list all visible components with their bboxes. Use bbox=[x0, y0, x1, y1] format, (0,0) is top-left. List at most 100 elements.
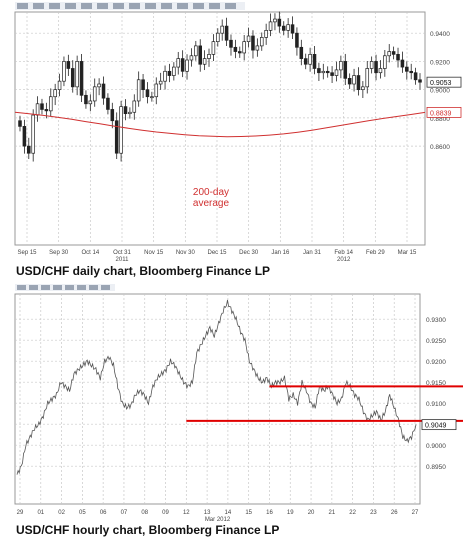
x-tick-label: 06 bbox=[100, 510, 107, 516]
candle-body bbox=[106, 97, 110, 110]
candle-body bbox=[308, 54, 312, 65]
candle-body bbox=[238, 51, 242, 54]
candle-body bbox=[374, 61, 378, 74]
candle-body bbox=[299, 46, 304, 59]
candle-body bbox=[31, 114, 35, 154]
candle-body bbox=[220, 25, 224, 34]
x-tick-label: Mar 15 bbox=[398, 250, 417, 256]
candle-body bbox=[207, 54, 211, 59]
y-tick-label: 0.9100 bbox=[426, 401, 446, 408]
candle-body bbox=[27, 145, 31, 154]
toolbar-icon bbox=[89, 285, 98, 290]
toolbar-icon bbox=[193, 3, 204, 9]
toolbar-icon bbox=[209, 3, 220, 9]
x-tick-label: 16 bbox=[266, 510, 273, 516]
last-price-label: 0.9053 bbox=[430, 80, 452, 87]
candle-body bbox=[286, 24, 290, 31]
toolbar-icon bbox=[113, 3, 124, 9]
toolbar-icon bbox=[161, 3, 172, 9]
candle-body bbox=[246, 35, 251, 43]
candle-body bbox=[273, 18, 277, 23]
x-year-label: 2012 bbox=[337, 257, 351, 262]
y-tick-label: 0.9300 bbox=[426, 317, 446, 324]
hourly-chart: 0.93000.92500.92000.91500.91000.90500.90… bbox=[14, 284, 463, 523]
y-tick-label: 0.9200 bbox=[426, 359, 446, 366]
candle-body bbox=[167, 70, 172, 76]
candle-body bbox=[400, 59, 405, 68]
last-price-box bbox=[421, 419, 457, 431]
toolbar-icon bbox=[145, 3, 156, 9]
candle-body bbox=[356, 75, 361, 91]
candle-body bbox=[391, 51, 396, 55]
x-tick-label: 01 bbox=[37, 510, 44, 516]
annotation-line: 200-day bbox=[193, 187, 229, 198]
candle-body bbox=[110, 109, 115, 122]
candle-body bbox=[312, 54, 317, 69]
toolbar-icon bbox=[65, 285, 74, 290]
toolbar-icon bbox=[97, 3, 108, 9]
candle-body bbox=[303, 58, 308, 65]
candle-body bbox=[330, 72, 334, 76]
candle-body bbox=[84, 94, 88, 105]
x-tick-label: Jan 31 bbox=[303, 250, 322, 256]
candle-body bbox=[40, 103, 44, 110]
candle-body bbox=[57, 80, 62, 91]
toolbar-icon bbox=[177, 3, 188, 9]
y-tick-label: 0.9200 bbox=[430, 59, 450, 66]
y-tick-label: 0.9250 bbox=[426, 338, 446, 345]
x-tick-label: 15 bbox=[245, 510, 252, 516]
x-tick-label: Nov 30 bbox=[176, 250, 196, 256]
candle-body bbox=[242, 41, 246, 54]
toolbar-icon bbox=[53, 285, 62, 290]
toolbar-icon bbox=[41, 285, 50, 290]
candle-body bbox=[418, 79, 422, 83]
candle-body bbox=[413, 72, 418, 81]
last-price-label: 0.9049 bbox=[425, 423, 447, 430]
toolbar-icon bbox=[49, 3, 60, 9]
candle-body bbox=[22, 126, 27, 147]
x-tick-label: Feb 14 bbox=[334, 250, 353, 256]
x-tick-label: 22 bbox=[349, 510, 356, 516]
x-tick-label: 29 bbox=[17, 510, 24, 516]
moving-average-annotation: 200-day average bbox=[193, 187, 230, 209]
candle-body bbox=[216, 32, 220, 43]
y-tick-label: 0.8800 bbox=[430, 116, 450, 123]
candle-body bbox=[409, 70, 413, 74]
candle-body bbox=[180, 58, 185, 72]
x-tick-label: Dec 15 bbox=[207, 250, 227, 256]
x-year-label: 2011 bbox=[116, 257, 130, 262]
y-tick-label: 0.8600 bbox=[430, 144, 450, 151]
x-tick-label: 26 bbox=[391, 510, 398, 516]
candle-body bbox=[62, 61, 66, 82]
x-tick-label: 07 bbox=[121, 510, 128, 516]
toolbar-icon bbox=[101, 285, 110, 290]
candle-body bbox=[163, 70, 167, 82]
y-tick-label: 0.9150 bbox=[426, 380, 446, 387]
ma-value-label: 0.8839 bbox=[430, 110, 452, 117]
candle-body bbox=[150, 96, 154, 99]
candle-body bbox=[352, 75, 356, 85]
last-price-box bbox=[426, 76, 462, 88]
toolbar-icon bbox=[81, 3, 92, 9]
candle-body bbox=[88, 100, 93, 105]
candle-body bbox=[317, 68, 321, 74]
candle-body bbox=[251, 35, 255, 51]
candle-body bbox=[347, 78, 352, 85]
daily-chart: 0.9400 0.9200 0.9000 0.8800 0.8600 Sep 15 Sep … bbox=[14, 2, 462, 263]
candle-body bbox=[97, 83, 101, 88]
x-tick-label: 27 bbox=[412, 510, 419, 516]
candle-body bbox=[383, 55, 387, 69]
x-tick-label: 19 bbox=[287, 510, 294, 516]
x-tick-label: Feb 29 bbox=[366, 250, 385, 256]
annotation-line: average bbox=[193, 198, 230, 209]
hourly-chart-panel: 0.93000.92500.92000.91500.91000.90500.90… bbox=[0, 282, 463, 523]
candle-body bbox=[172, 66, 176, 76]
candle-body bbox=[18, 120, 22, 127]
toolbar-icon bbox=[65, 3, 76, 9]
candle-body bbox=[48, 96, 53, 112]
candle-body bbox=[405, 66, 409, 72]
candle-body bbox=[369, 61, 374, 69]
candle-body bbox=[339, 61, 343, 71]
toolbar-icon bbox=[225, 3, 236, 9]
x-tick-label: Jan 16 bbox=[271, 250, 290, 256]
